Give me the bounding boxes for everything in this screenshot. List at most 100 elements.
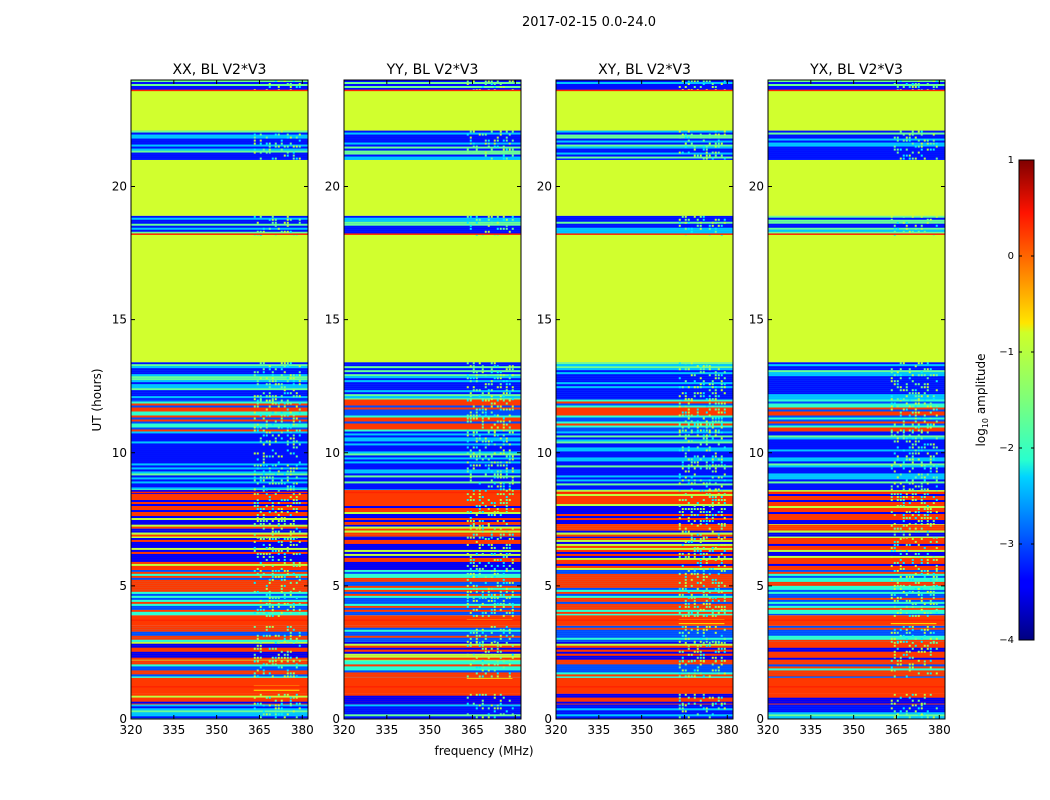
heatmap-row: [344, 136, 521, 139]
rfi-pixel: [283, 716, 286, 719]
heatmap-row: [344, 390, 521, 393]
rfi-pixel: [265, 476, 268, 479]
rfi-pixel: [702, 455, 705, 458]
rfi-pixel: [487, 523, 490, 526]
rfi-pixel: [914, 395, 917, 398]
rfi-pixel: [256, 499, 259, 502]
rfi-pixel: [914, 392, 917, 395]
rfi-pixel: [481, 675, 484, 678]
heatmap-row: [344, 627, 521, 630]
rfi-pixel: [896, 611, 899, 614]
rfi-pixel: [493, 473, 496, 476]
rfi-pixel: [902, 488, 905, 491]
heatmap-row: [768, 522, 945, 525]
rfi-pixel: [690, 611, 693, 614]
rfi-pixel: [678, 130, 681, 133]
rfi-pixel: [490, 402, 493, 405]
rfi-pixel: [481, 458, 484, 461]
rfi-pixel: [899, 148, 902, 151]
heatmap-row: [344, 512, 521, 515]
heatmap-row: [131, 585, 308, 588]
rfi-pixel: [935, 540, 938, 543]
flag-line: [556, 686, 733, 688]
rfi-pixel: [714, 482, 717, 485]
time-band: [768, 234, 945, 363]
rfi-pixel: [720, 455, 723, 458]
rfi-pixel: [911, 628, 914, 631]
rfi-pixel: [678, 434, 681, 437]
rfi-pixel: [508, 449, 511, 452]
rfi-pixel: [466, 511, 469, 514]
rfi-pixel: [708, 224, 711, 227]
rfi-pixel: [496, 377, 499, 380]
rfi-pixel: [914, 417, 917, 420]
heatmap-row: [131, 536, 308, 538]
rfi-pixel: [896, 713, 899, 716]
rfi-pixel: [711, 599, 714, 602]
rfi-pixel: [298, 434, 301, 437]
heatmap-row: [556, 380, 733, 383]
rfi-pixel: [890, 524, 893, 527]
rfi-pixel: [289, 675, 292, 678]
rfi-pixel: [905, 154, 908, 157]
rfi-pixel: [920, 215, 923, 218]
rfi-pixel: [902, 215, 905, 218]
heatmap-row: [768, 657, 945, 660]
heatmap-row: [344, 510, 521, 513]
rfi-pixel: [702, 567, 705, 570]
rfi-pixel: [723, 473, 726, 476]
rfi-pixel: [277, 520, 280, 523]
rfi-pixel: [274, 713, 277, 716]
heatmap-row: [768, 532, 945, 535]
rfi-pixel: [493, 502, 496, 505]
rfi-pixel: [908, 614, 911, 617]
rfi-pixel: [932, 536, 935, 539]
rfi-pixel: [893, 656, 896, 659]
heatmap-row: [344, 483, 521, 486]
rfi-pixel: [902, 139, 905, 142]
rfi-pixel: [926, 628, 929, 631]
heatmap-row: [131, 506, 308, 509]
rfi-pixel: [466, 564, 469, 567]
heatmap-row: [131, 494, 308, 497]
heatmap-image: [131, 80, 308, 719]
rfi-pixel: [917, 473, 920, 476]
rfi-pixel: [684, 540, 687, 543]
rfi-pixel: [717, 666, 720, 669]
rfi-pixel: [935, 499, 938, 502]
rfi-pixel: [929, 650, 932, 653]
rfi-pixel: [687, 414, 690, 417]
rfi-pixel: [693, 423, 696, 426]
rfi-pixel: [295, 374, 298, 377]
rfi-pixel: [708, 496, 711, 499]
heatmap-row: [768, 573, 945, 576]
heatmap-row: [344, 374, 521, 377]
rfi-pixel: [469, 470, 472, 473]
rfi-pixel: [678, 449, 681, 452]
rfi-pixel: [693, 473, 696, 476]
rfi-pixel: [298, 564, 301, 567]
heatmap-row: [768, 653, 945, 656]
heatmap-row: [344, 221, 521, 224]
heatmap-row: [768, 405, 945, 408]
heatmap-row: [556, 146, 733, 149]
rfi-pixel: [274, 641, 277, 644]
heatmap-row: [768, 496, 945, 499]
rfi-pixel: [265, 423, 268, 426]
rfi-pixel: [256, 502, 259, 505]
rfi-pixel: [908, 371, 911, 374]
rfi-pixel: [505, 611, 508, 614]
rfi-pixel: [469, 517, 472, 520]
heatmap-row: [556, 401, 733, 404]
heatmap-row: [768, 473, 945, 476]
heatmap-row: [131, 487, 308, 490]
rfi-pixel: [259, 608, 262, 611]
heatmap-row: [131, 555, 308, 558]
rfi-pixel: [481, 392, 484, 395]
rfi-pixel: [920, 605, 923, 608]
rfi-pixel: [905, 650, 908, 653]
rfi-pixel: [262, 536, 265, 539]
rfi-pixel: [481, 614, 484, 617]
rfi-pixel: [511, 602, 514, 605]
rfi-pixel: [896, 505, 899, 508]
